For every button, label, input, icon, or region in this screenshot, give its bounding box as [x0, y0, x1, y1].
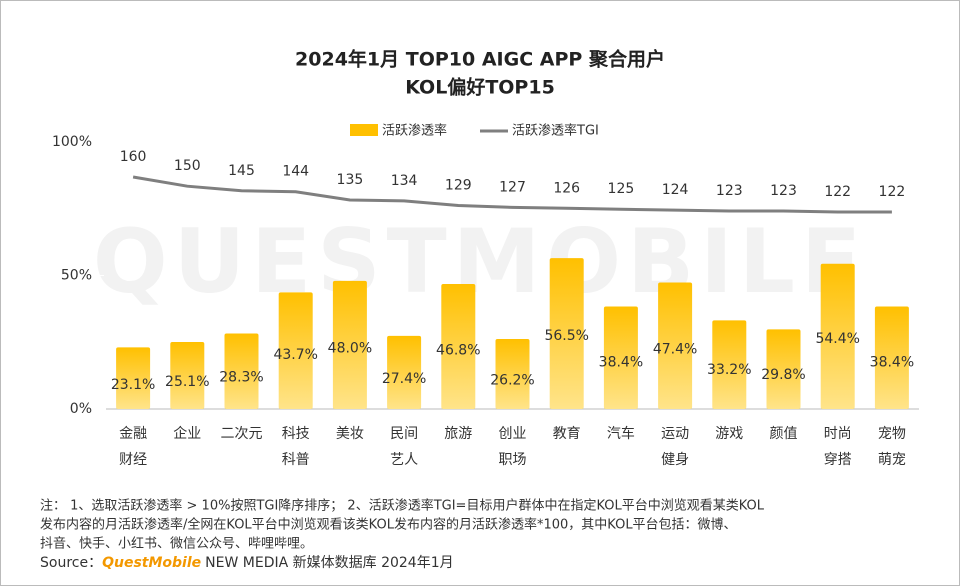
x-tick-label: 萌宠 — [878, 452, 906, 468]
x-tick-label: 美妆 — [336, 426, 364, 442]
line-label: 145 — [228, 163, 255, 179]
bar — [603, 306, 638, 409]
x-tick-label: 财经 — [119, 452, 147, 468]
y-tick-label: 100% — [52, 134, 92, 150]
bar — [170, 341, 205, 409]
bar — [874, 306, 909, 409]
x-tick-label: 民间 — [390, 426, 418, 442]
chart-title: 2024年1月 TOP10 AIGC APP 聚合用户 — [295, 48, 665, 71]
bar — [224, 333, 259, 409]
x-tick-label: 二次元 — [221, 426, 263, 442]
x-tick-label: 艺人 — [390, 452, 418, 468]
x-tick-label: 创业 — [499, 426, 527, 442]
line-label: 134 — [391, 173, 418, 189]
bar — [441, 284, 476, 409]
x-tick-label: 颜值 — [770, 426, 798, 442]
bar — [495, 339, 530, 409]
note-line: 抖音、快手、小红书、微信公众号、哔哩哔哩。 — [40, 536, 313, 552]
bar — [658, 282, 693, 409]
x-tick-label: 职场 — [499, 452, 527, 468]
line-label: 122 — [824, 184, 851, 200]
data-label: 48.0% — [328, 341, 372, 357]
line-label: 126 — [553, 180, 580, 196]
y-tick-label: 0% — [70, 401, 92, 417]
data-label: 27.4% — [382, 371, 426, 387]
x-tick-label: 运动 — [661, 426, 689, 442]
watermark: QUESTMOBILE — [93, 210, 867, 313]
tgi-line — [132, 175, 892, 214]
x-tick-label: 科技 — [282, 426, 310, 442]
line-label: 124 — [662, 182, 689, 198]
line-label: 129 — [445, 178, 472, 194]
note-line: 发布内容的月活跃渗透率/全网在KOL平台中浏览观看该类KOL发布内容的月活跃渗透… — [40, 517, 737, 533]
data-label: 28.3% — [219, 369, 263, 385]
source-text: NEW MEDIA 新媒体数据库 2024年1月 — [205, 555, 453, 571]
line-label: 122 — [879, 184, 906, 200]
legend-label: 活跃渗透率TGI — [512, 123, 599, 139]
x-tick-label: 时尚 — [824, 426, 852, 442]
bar — [549, 258, 584, 409]
bar — [820, 263, 855, 409]
source-brand: QuestMobile — [102, 555, 201, 571]
data-label: 38.4% — [870, 355, 914, 371]
source: Source：QuestMobile NEW MEDIA 新媒体数据库 2024年… — [40, 555, 454, 571]
line-label: 123 — [770, 183, 797, 199]
line-label: 144 — [282, 164, 309, 180]
bar — [278, 292, 313, 409]
line-label: 160 — [120, 149, 147, 165]
data-label: 25.1% — [165, 374, 209, 390]
data-label: 23.1% — [111, 377, 155, 393]
y-tick-label: 50% — [61, 268, 92, 284]
line-label: 123 — [716, 183, 743, 199]
bar — [712, 320, 747, 409]
data-label: 46.8% — [436, 342, 480, 358]
legend-swatch — [350, 124, 378, 136]
data-label: 29.8% — [761, 367, 805, 383]
data-label: 54.4% — [815, 331, 859, 347]
data-label: 33.2% — [707, 362, 751, 378]
data-label: 26.2% — [490, 373, 534, 389]
bar — [387, 335, 422, 409]
line-label: 135 — [337, 172, 364, 188]
x-tick-label: 科普 — [282, 452, 310, 468]
bar — [116, 347, 151, 409]
x-tick-label: 企业 — [173, 425, 201, 442]
x-tick-label: 旅游 — [444, 426, 472, 442]
x-tick-label: 健身 — [661, 452, 689, 468]
x-tick-label: 教育 — [553, 426, 581, 442]
bar — [766, 329, 801, 409]
x-tick-label: 金融 — [119, 426, 147, 442]
line-label: 150 — [174, 158, 201, 174]
data-label: 38.4% — [599, 355, 643, 371]
x-tick-label: 穿搭 — [824, 452, 852, 468]
line-label: 125 — [608, 181, 635, 197]
data-label: 56.5% — [544, 328, 588, 344]
x-tick-label: 汽车 — [607, 425, 635, 442]
x-tick-label: 游戏 — [715, 426, 743, 442]
data-label: 43.7% — [273, 347, 317, 363]
note-line: 注： 1、选取活跃渗透率 > 10%按照TGI降序排序； 2、活跃渗透率TGI=… — [40, 498, 765, 514]
line-label: 127 — [499, 179, 526, 195]
chart-title: KOL偏好TOP15 — [405, 76, 555, 99]
source-label: Source： — [40, 555, 102, 571]
data-label: 47.4% — [653, 341, 697, 357]
legend-label: 活跃渗透率 — [382, 123, 447, 139]
x-tick-label: 宠物 — [878, 426, 906, 442]
bar — [332, 280, 367, 409]
